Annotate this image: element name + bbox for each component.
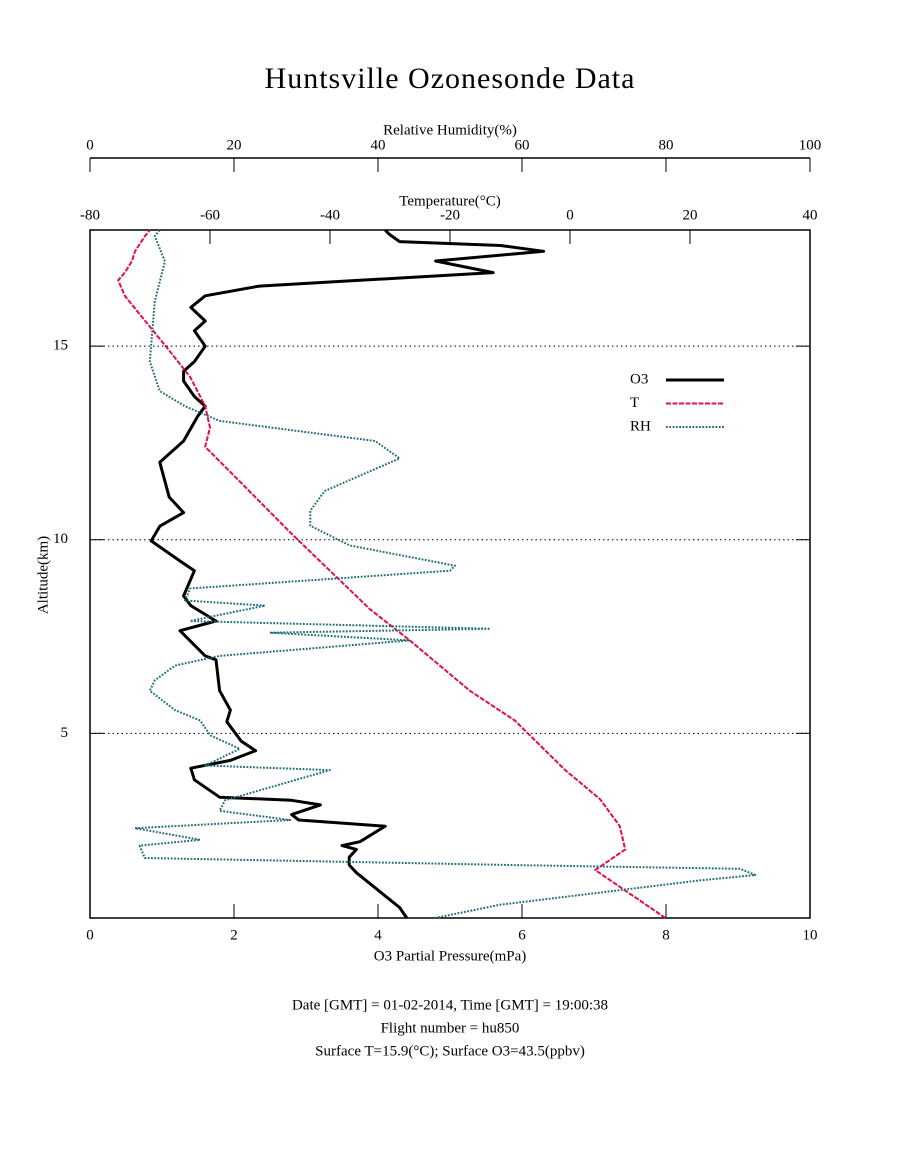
legend-label: RH [630,418,651,434]
series-line [117,229,666,919]
x3-tick-label: 80 [659,137,674,153]
x2-tick-label: 0 [566,207,574,223]
x2-tick-label: 20 [683,207,698,223]
x2-tick-label: -60 [200,207,220,223]
x3-tick-label: 20 [227,137,242,153]
chart-title: Huntsville Ozonesonde Data [265,62,636,95]
y-axis-label: Altitude(km) [35,536,51,614]
x-tick-label: 10 [803,927,818,943]
x2-tick-label: 40 [803,207,818,223]
y-tick-label: 15 [53,338,68,354]
series-line [149,228,546,919]
y-tick-label: 5 [61,725,69,741]
y-tick-label: 10 [53,531,68,547]
x-tick-label: 4 [374,927,382,943]
x3-tick-label: 60 [515,137,530,153]
x-tick-label: 6 [518,927,526,943]
x3-tick-label: 40 [371,137,386,153]
x3-tick-label: 0 [86,137,94,153]
footer-line: Date [GMT] = 01-02-2014, Time [GMT] = 19… [292,997,608,1013]
legend-label: T [630,395,639,411]
series-line [134,229,757,919]
x3-axis-label: Relative Humidity(%) [383,122,517,138]
x-axis-label: O3 Partial Pressure(mPa) [374,948,526,964]
x2-axis-label: Temperature(°C) [399,193,501,209]
x2-tick-label: -40 [320,207,340,223]
x-tick-label: 2 [230,927,238,943]
x-tick-label: 8 [662,927,670,943]
legend-label: O3 [630,371,648,387]
footer-line: Flight number = hu850 [381,1020,520,1036]
x3-tick-label: 100 [799,137,822,153]
x2-tick-label: -20 [440,207,460,223]
x2-tick-label: -80 [80,207,100,223]
plot-frame [89,229,811,919]
x-tick-label: 0 [86,927,94,943]
footer-line: Surface T=15.9(°C); Surface O3=43.5(ppbv… [315,1043,585,1059]
